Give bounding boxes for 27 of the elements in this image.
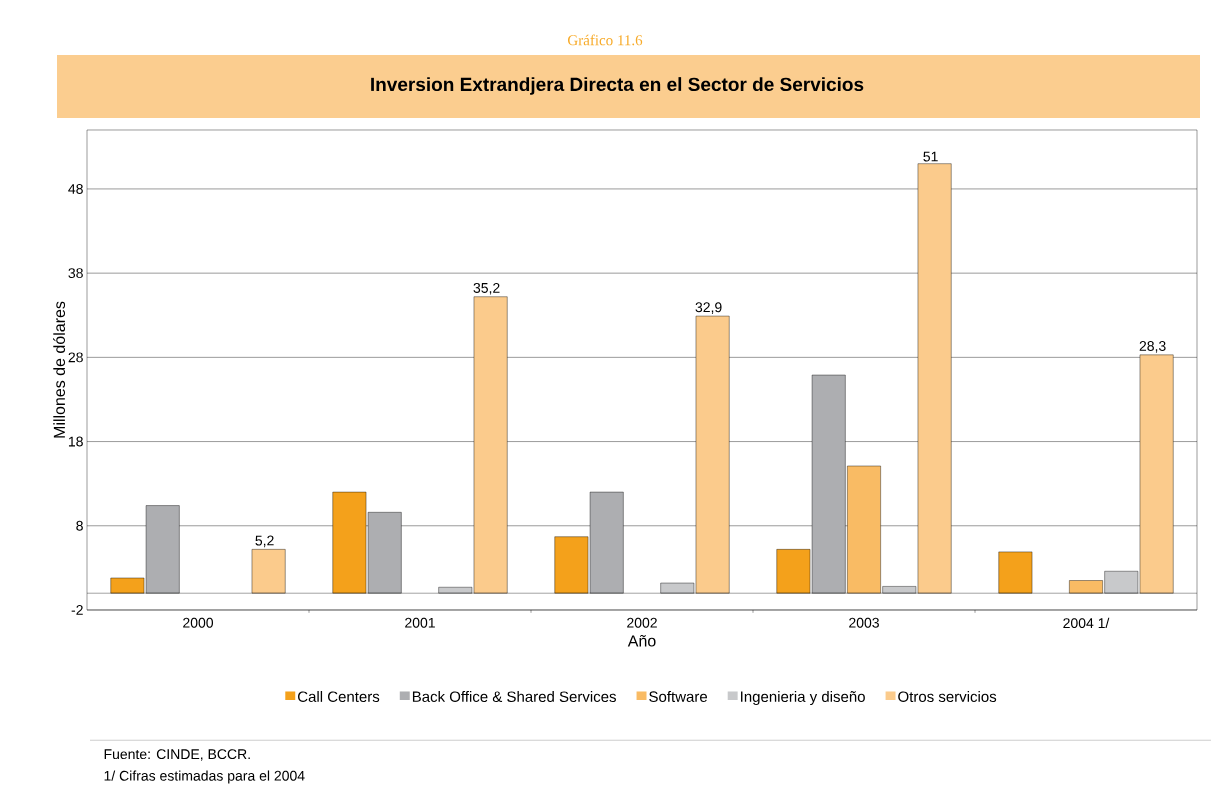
y-tick-label: -2 <box>71 605 83 615</box>
data-label: 32,9 <box>695 302 722 314</box>
y-tick-label: 48 <box>68 183 83 194</box>
y-tick-label: 28 <box>68 352 83 363</box>
x-axis-title: Año <box>627 634 656 647</box>
x-tick-label: 2002 <box>627 617 657 628</box>
data-label: 5,2 <box>255 535 274 548</box>
y-tick-label: 8 <box>76 520 83 531</box>
x-tick-label: 2003 <box>849 617 879 628</box>
source-note: Fuente: CINDE, BCCR. <box>104 749 250 761</box>
chart-title: Inversion Extrandjera Directa en el Sector de Servicios <box>371 77 864 95</box>
data-label: 51 <box>923 151 938 162</box>
legend-label: Otros servicios <box>898 690 997 702</box>
data-label: 35,2 <box>473 282 500 295</box>
text: 1/ Cifras estimadas para el 2004 <box>104 770 305 784</box>
legend-label: Call Centers <box>298 690 380 702</box>
y-axis-title: Millones de dólares <box>53 301 66 438</box>
x-tick-label: 2004 1/ <box>1063 617 1110 629</box>
chart-subtitle: Gráfico 11.6 <box>567 34 643 46</box>
x-tick-label: 2001 <box>405 617 435 628</box>
legend-label: Software <box>649 691 708 702</box>
y-tick-label: 18 <box>68 436 83 447</box>
legend-label: Ingenieria y diseño <box>741 690 865 705</box>
data-label: 28,3 <box>1139 341 1166 353</box>
x-tick-label: 2000 <box>183 617 214 628</box>
y-tick-label: 38 <box>68 268 83 279</box>
legend-label: Back Office & Shared Services <box>412 690 616 702</box>
